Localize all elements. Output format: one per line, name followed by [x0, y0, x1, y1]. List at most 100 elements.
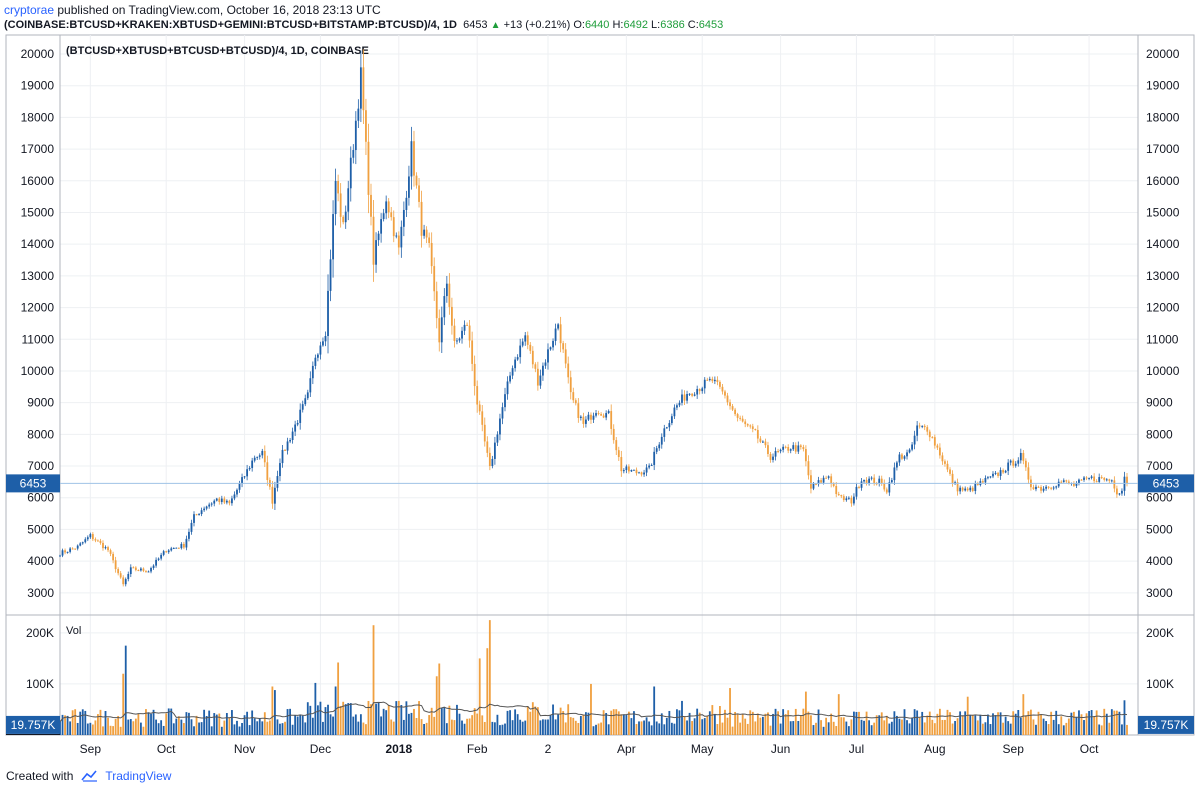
- candle-body: [842, 496, 845, 501]
- candle-body: [815, 483, 817, 485]
- candle-body: [365, 110, 367, 142]
- candle-body: [797, 445, 800, 452]
- volume-bar: [802, 708, 805, 735]
- volume-bar: [794, 708, 797, 735]
- candle-body: [928, 431, 931, 438]
- candle-body: [976, 483, 979, 486]
- candle-body: [731, 406, 734, 410]
- volume-bar: [951, 723, 954, 735]
- candle-body: [625, 466, 628, 471]
- volume-bar: [1024, 715, 1027, 735]
- volume-bar: [453, 720, 456, 735]
- volume-bar: [445, 723, 448, 735]
- volume-bar: [600, 722, 602, 735]
- candle-body: [858, 486, 860, 488]
- candle-body: [749, 425, 752, 427]
- time-tick-label: 2: [545, 742, 552, 756]
- volume-bar: [933, 723, 936, 735]
- candle-body: [213, 500, 216, 504]
- candle-body: [311, 365, 314, 379]
- volume-bar: [865, 711, 868, 735]
- volume-bar: [693, 718, 696, 735]
- candle-body: [663, 428, 666, 437]
- volume-bar: [976, 720, 979, 735]
- volume-bar: [238, 726, 241, 735]
- candle-body: [868, 478, 871, 484]
- candle-body: [607, 411, 610, 414]
- volume-bar: [878, 715, 881, 735]
- volume-bar: [258, 718, 261, 735]
- volume-bar: [542, 719, 544, 735]
- price-tick-label-right: 18000: [1146, 110, 1180, 124]
- candle-body: [354, 120, 357, 151]
- volume-bar: [946, 709, 949, 735]
- candle-body: [175, 547, 178, 549]
- volume-bar: [847, 726, 850, 735]
- candle-body: [1017, 460, 1020, 464]
- candle-body: [1121, 490, 1123, 494]
- candle-body: [430, 242, 433, 267]
- volume-bar: [84, 710, 87, 735]
- volume-bar: [127, 719, 130, 735]
- candle-body: [789, 449, 792, 451]
- candle-body: [1052, 487, 1055, 489]
- volume-bar: [941, 719, 944, 735]
- volume-bar: [673, 723, 676, 735]
- candle-body: [552, 340, 554, 348]
- volume-bar: [772, 713, 774, 735]
- candle-body: [890, 480, 893, 483]
- volume-bar: [89, 722, 92, 735]
- author-name[interactable]: cryptorae: [4, 3, 55, 17]
- price-tick-label-right: 19000: [1146, 79, 1180, 93]
- candle-body: [655, 448, 658, 452]
- candle-body: [1098, 477, 1101, 482]
- volume-bar: [319, 701, 322, 735]
- candle-body: [165, 551, 168, 553]
- publish-info: cryptorae published on TradingView.com, …: [4, 3, 381, 17]
- candle-body: [86, 537, 89, 540]
- candle-body: [493, 442, 496, 459]
- volume-bar: [853, 711, 855, 735]
- candle-body: [807, 461, 810, 476]
- volume-bar: [367, 700, 370, 735]
- candle-body: [322, 341, 324, 346]
- volume-bar: [122, 673, 125, 735]
- volume-bar: [961, 715, 964, 735]
- volume-bar: [218, 713, 221, 735]
- candle-body: [569, 377, 572, 393]
- candle-body: [622, 470, 625, 472]
- candle-body: [504, 394, 506, 408]
- volume-bar: [1121, 724, 1123, 735]
- candle-body: [309, 378, 312, 393]
- candle-body: [688, 393, 691, 395]
- volume-bar: [69, 721, 72, 735]
- candle-body: [84, 539, 87, 543]
- candle-body: [74, 548, 77, 550]
- candle-body: [304, 398, 307, 405]
- volume-bar: [668, 710, 671, 735]
- volume-bar: [552, 704, 554, 735]
- price-tick-label-left: 11000: [22, 332, 55, 346]
- candle-body: [830, 476, 833, 484]
- volume-bar: [969, 714, 972, 735]
- candle-body: [390, 212, 393, 218]
- candle-body: [279, 463, 281, 477]
- candle-body: [941, 455, 944, 462]
- volume-bar: [810, 715, 812, 735]
- candle-body: [597, 413, 600, 415]
- candle-body: [185, 538, 188, 548]
- volume-bar: [225, 713, 228, 735]
- volume-bar: [423, 724, 426, 735]
- volume-bar: [610, 710, 613, 735]
- candle-body: [984, 477, 987, 483]
- candle-body: [1075, 483, 1078, 486]
- candle-body: [231, 498, 233, 504]
- volume-bar: [64, 715, 66, 735]
- volume-bar: [380, 716, 383, 735]
- tradingview-link[interactable]: TradingView: [105, 769, 172, 783]
- volume-bar: [643, 720, 645, 735]
- volume-bar: [529, 711, 532, 735]
- volume-bar: [994, 715, 997, 735]
- volume-bar: [198, 722, 200, 735]
